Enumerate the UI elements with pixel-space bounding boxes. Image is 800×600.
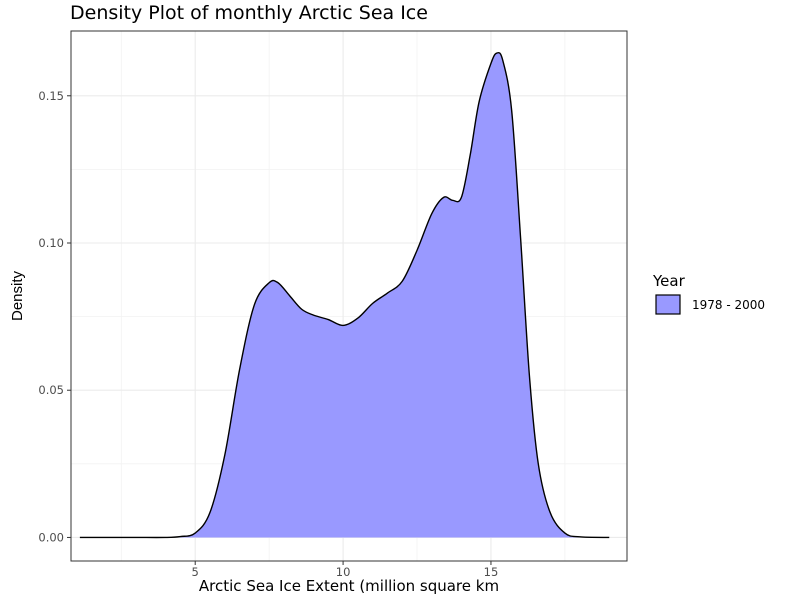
x-axis-label: Arctic Sea Ice Extent (million square km <box>199 577 499 595</box>
density-area <box>79 52 610 538</box>
y-tick-label: 0.10 <box>38 236 64 250</box>
x-tick-label: 5 <box>192 565 199 579</box>
plot-border <box>70 30 628 562</box>
y-tick-label: 0.00 <box>38 530 64 544</box>
legend: Year 1978 - 2000 <box>652 272 765 315</box>
series-layer <box>79 51 610 539</box>
y-axis-label: Density <box>9 270 26 321</box>
chart-title: Density Plot of monthly Arctic Sea Ice <box>70 2 428 24</box>
density-line <box>79 51 610 539</box>
y-tick-label: 0.05 <box>38 383 64 397</box>
x-tick-label: 10 <box>336 565 351 579</box>
legend-label-1978-2000: 1978 - 2000 <box>692 298 765 312</box>
axis-ticks: 5 10 15 0.00 0.05 0.10 0.15 <box>38 89 498 579</box>
y-tick-label: 0.15 <box>38 89 64 103</box>
x-tick-label: 15 <box>484 565 499 579</box>
legend-key-1978-2000 <box>655 294 681 315</box>
legend-title: Year <box>652 272 686 290</box>
